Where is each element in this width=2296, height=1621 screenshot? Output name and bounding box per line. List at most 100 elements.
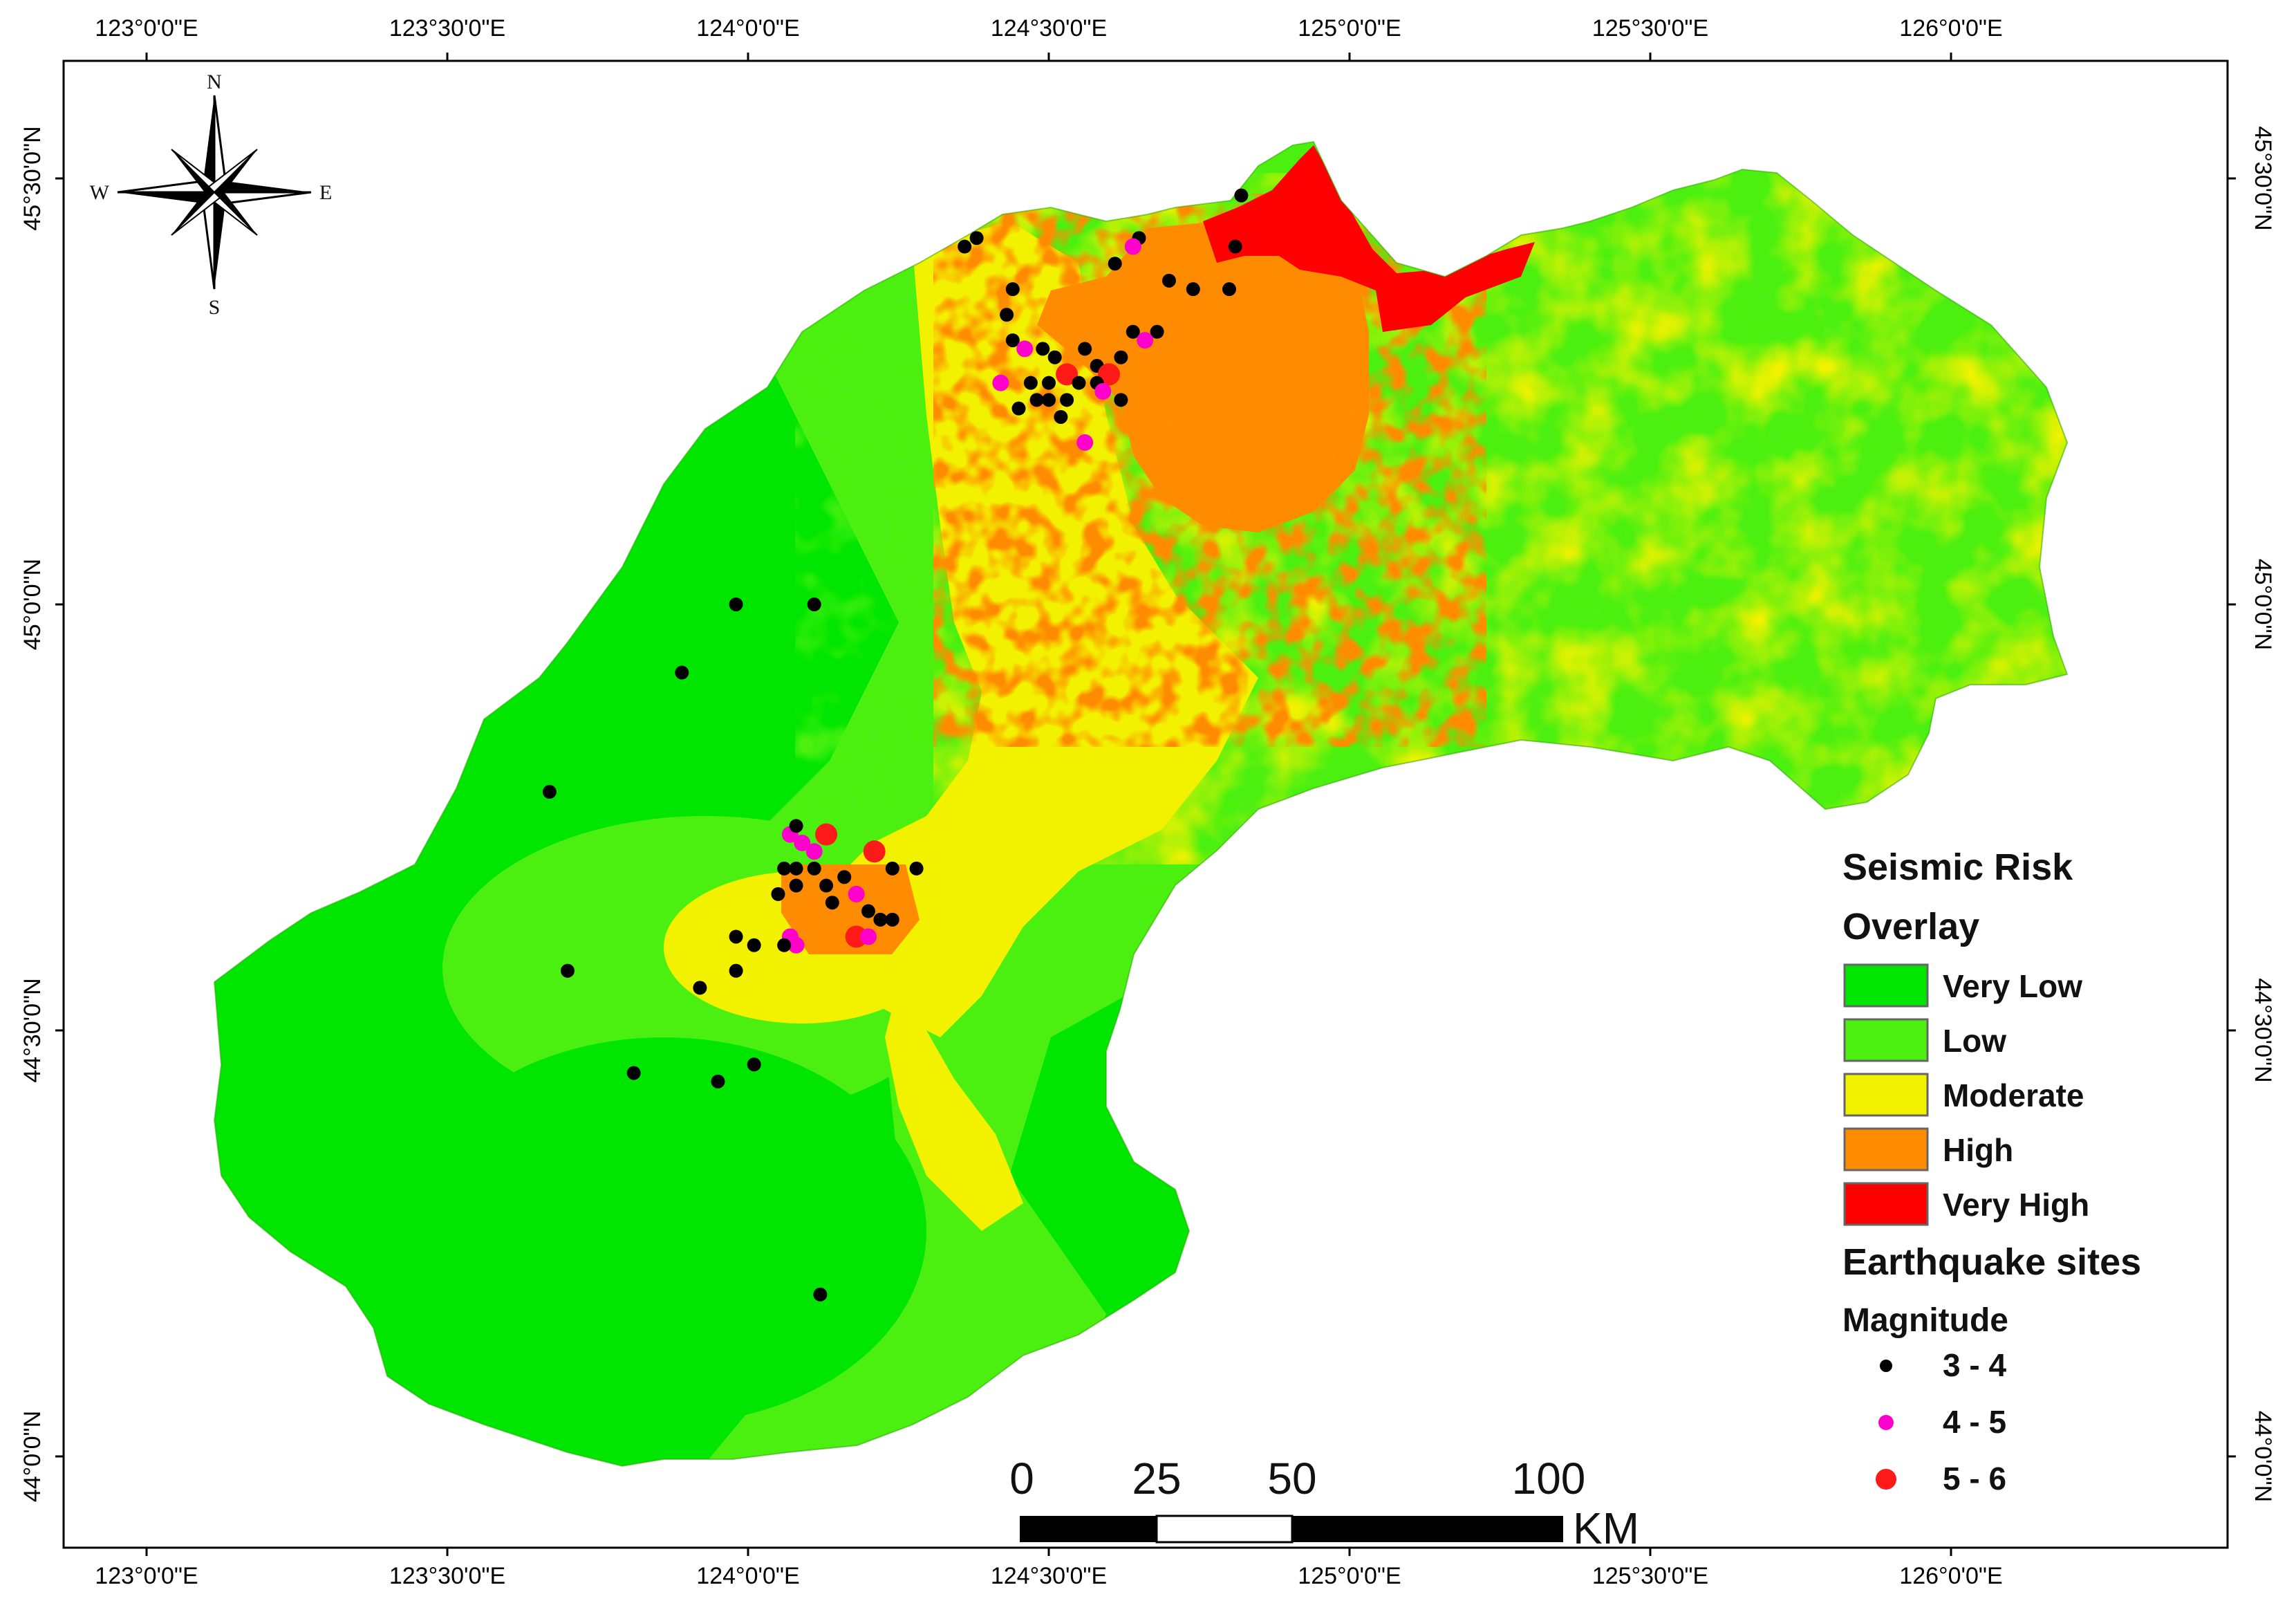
lat-tick-right-label: 44°30'0"N (2250, 978, 2276, 1082)
earthquake-point (1137, 332, 1154, 349)
lon-tick-bottom-label: 126°0'0"E (1899, 1563, 2002, 1589)
earthquake-point (1234, 188, 1249, 203)
lon-tick-top-label: 125°0'0"E (1298, 15, 1401, 41)
scale-seg-2 (1155, 1515, 1294, 1544)
earthquake-point (777, 861, 792, 876)
earthquake-point (1042, 393, 1056, 407)
earthquake-point (787, 936, 805, 954)
earthquake-point (1126, 324, 1140, 339)
earthquake-point (909, 861, 924, 876)
very-high-zone (1203, 145, 1535, 332)
moderate-zone-southeast (885, 982, 1023, 1231)
earthquake-point (863, 840, 886, 863)
lon-tick-top-label: 125°30'0"E (1592, 15, 1708, 41)
earthquake-point (1060, 393, 1074, 407)
longitude-ticks-top: 123°0'0"E 123°30'0"E 124°0'0"E 124°30'0"E 12… (95, 15, 2003, 61)
legend-magnitude-marker (1878, 1415, 1894, 1430)
lon-tick-bottom-label: 125°30'0"E (1592, 1563, 1708, 1589)
earthquake-point (992, 374, 1009, 391)
lon-tick-bottom-label: 124°30'0"E (991, 1563, 1107, 1589)
earthquake-point (1222, 282, 1236, 297)
legend-class-label: Moderate (1943, 1077, 2084, 1113)
legend-swatch (1843, 1073, 1929, 1117)
earthquake-point (845, 925, 868, 948)
earthquake-point (1114, 350, 1128, 364)
earthquake-point (860, 928, 877, 945)
earthquake-point (861, 904, 875, 918)
earthquake-point (1098, 363, 1120, 386)
earthquake-point (626, 1066, 641, 1080)
earthquake-point (1016, 340, 1034, 358)
earthquake-point (1150, 324, 1164, 339)
latitude-ticks-left: 45°30'0"N 45°0'0"N 44°30'0"N 44°0'0"N (19, 126, 64, 1502)
lat-tick-left-label: 44°30'0"N (19, 978, 46, 1082)
lat-tick-right-label: 44°0'0"N (2250, 1411, 2276, 1502)
scale-label-25: 25 (1132, 1454, 1181, 1503)
earthquake-point (1186, 282, 1200, 297)
legend-class-label: Very High (1943, 1187, 2089, 1223)
lon-tick-bottom-label: 124°0'0"E (696, 1563, 799, 1589)
legend-swatch (1843, 1018, 1929, 1062)
earthquake-point (711, 1074, 725, 1089)
earthquake-point (1029, 393, 1044, 407)
scale-seg-3 (1292, 1516, 1563, 1542)
earthquake-point (747, 1057, 761, 1072)
earthquake-point (561, 963, 575, 978)
lat-tick-left-label: 44°0'0"N (19, 1411, 46, 1502)
earthquake-point (1054, 409, 1068, 424)
high-zone-south (781, 864, 920, 954)
earthquake-point (837, 870, 852, 884)
earthquake-point (789, 861, 803, 876)
legend-magnitude-label: 3 - 4 (1943, 1347, 2006, 1383)
lat-tick-right-label: 45°0'0"N (2250, 559, 2276, 650)
scale-seg-1 (1020, 1516, 1157, 1542)
earthquake-point (789, 878, 803, 893)
legend-magnitude-label: 4 - 5 (1943, 1404, 2006, 1440)
legend-risk-classes: Very Low Low Moderate High Very High (1843, 963, 2089, 1226)
earthquake-point (1072, 376, 1086, 390)
lat-tick-left-label: 45°30'0"N (19, 126, 46, 230)
earthquake-point (1124, 238, 1141, 255)
lat-tick-left-label: 45°0'0"N (19, 559, 46, 650)
earthquake-point (675, 665, 689, 680)
earthquake-point (1005, 333, 1020, 348)
lon-tick-top-label: 123°0'0"E (95, 15, 198, 41)
legend-magnitude-marker (1880, 1360, 1892, 1372)
compass-rose-icon: N S E W (90, 71, 333, 319)
earthquake-point (1056, 363, 1079, 386)
earthquake-point (777, 938, 792, 952)
lon-tick-top-label: 126°0'0"E (1899, 15, 2002, 41)
earthquake-point (1114, 393, 1128, 407)
legend-class-label: Low (1943, 1023, 2006, 1059)
earthquake-point (1000, 308, 1014, 322)
earthquake-point (794, 834, 811, 851)
legend-swatch (1843, 1127, 1929, 1171)
earthquake-point (1108, 257, 1122, 271)
earthquake-point (848, 885, 865, 902)
earthquake-point (789, 819, 803, 833)
legend-title-line2: Overlay (1842, 906, 1979, 947)
lon-tick-top-label: 123°30'0"E (389, 15, 505, 41)
earthquake-point (1023, 376, 1038, 390)
map-frame (62, 59, 2229, 1549)
earthquake-point (1162, 273, 1176, 288)
very-low-zone-south (401, 1037, 926, 1425)
earthquake-point (807, 861, 821, 876)
longitude-ticks-bottom: 123°0'0"E 123°30'0"E 124°0'0"E 124°30'0"E 12… (95, 1548, 2003, 1589)
earthquake-point (1005, 282, 1020, 297)
earthquake-point (873, 912, 888, 927)
lon-tick-bottom-label: 123°30'0"E (389, 1563, 505, 1589)
earthquake-point (1042, 376, 1056, 390)
legend-title-line1: Seismic Risk (1842, 846, 2073, 888)
earthquake-point (693, 981, 707, 995)
legend-magnitude-title: Magnitude (1842, 1302, 2008, 1339)
earthquake-point (969, 231, 984, 246)
earthquake-point (805, 843, 823, 860)
legend-magnitudes: 3 - 4 4 - 5 5 - 6 (1876, 1347, 2006, 1497)
legend-swatch (1843, 963, 1929, 1008)
earthquake-point (825, 896, 839, 910)
compass-east-label: E (319, 181, 332, 204)
earthquake-point (1047, 350, 1062, 364)
earthquake-point (729, 598, 743, 611)
